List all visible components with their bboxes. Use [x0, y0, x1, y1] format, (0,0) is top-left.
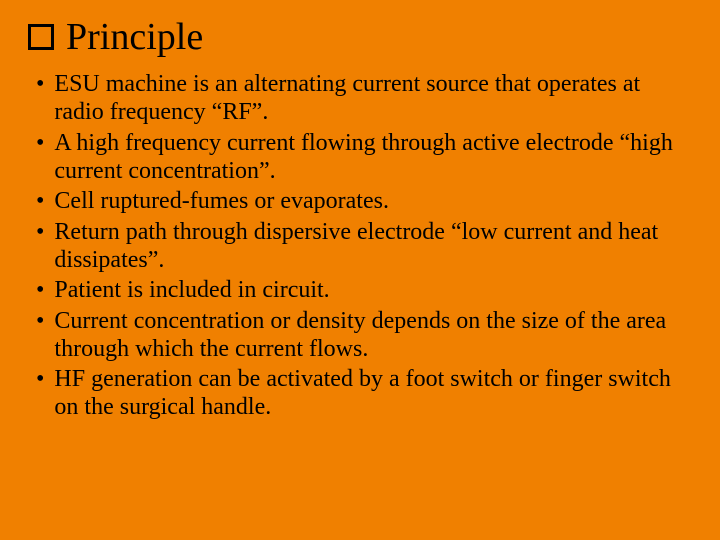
bullet-marker-icon: • — [36, 218, 44, 246]
slide-title: Principle — [66, 18, 203, 56]
title-row: Principle — [28, 18, 692, 56]
list-item: • Current concentration or density depen… — [36, 307, 692, 364]
bullet-marker-icon: • — [36, 187, 44, 215]
checkbox-empty-icon — [28, 24, 54, 50]
bullet-marker-icon: • — [36, 129, 44, 157]
bullet-list: • ESU machine is an alternating current … — [28, 70, 692, 422]
bullet-text: Current concentration or density depends… — [54, 307, 692, 364]
list-item: • Return path through dispersive electro… — [36, 218, 692, 275]
list-item: • ESU machine is an alternating current … — [36, 70, 692, 127]
list-item: • A high frequency current flowing throu… — [36, 129, 692, 186]
bullet-text: A high frequency current flowing through… — [54, 129, 692, 186]
list-item: • Cell ruptured-fumes or evaporates. — [36, 187, 692, 215]
bullet-text: HF generation can be activated by a foot… — [54, 365, 692, 422]
bullet-marker-icon: • — [36, 365, 44, 393]
bullet-text: ESU machine is an alternating current so… — [54, 70, 692, 127]
bullet-text: Patient is included in circuit. — [54, 276, 692, 304]
list-item: • HF generation can be activated by a fo… — [36, 365, 692, 422]
bullet-marker-icon: • — [36, 307, 44, 335]
slide-container: Principle • ESU machine is an alternatin… — [0, 0, 720, 540]
bullet-marker-icon: • — [36, 70, 44, 98]
bullet-text: Cell ruptured-fumes or evaporates. — [54, 187, 692, 215]
list-item: • Patient is included in circuit. — [36, 276, 692, 304]
bullet-marker-icon: • — [36, 276, 44, 304]
bullet-text: Return path through dispersive electrode… — [54, 218, 692, 275]
